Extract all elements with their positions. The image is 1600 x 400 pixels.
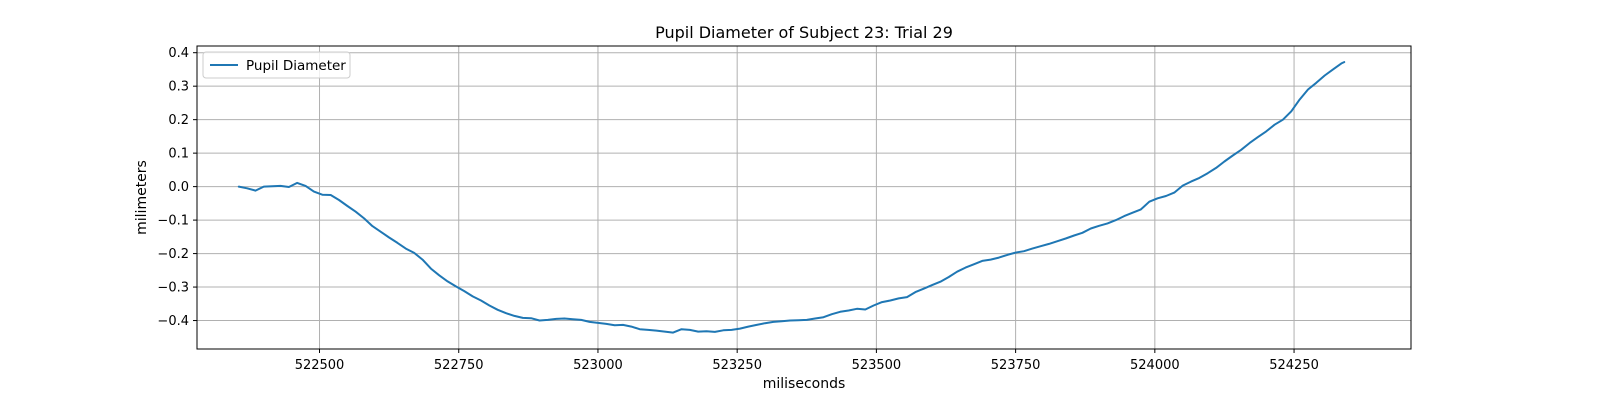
series-layer	[237, 61, 1346, 334]
legend: Pupil Diameter	[202, 51, 351, 79]
y-ticks: −0.4 −0.3 −0.2 −0.1 0.0 0.1 0.2 0.3 0.4	[157, 46, 197, 329]
y-tick-label: 0.2	[168, 113, 189, 128]
x-tick-label: 523000	[573, 358, 623, 373]
x-axis-title: miliseconds	[763, 376, 846, 392]
y-tick-label: 0.3	[168, 80, 189, 95]
y-tick-label: −0.1	[157, 214, 189, 229]
series-line-pupil-diameter	[237, 61, 1346, 334]
y-tick-label: 0.0	[168, 180, 189, 195]
x-tick-label: 523750	[991, 358, 1041, 373]
y-axis-title: milimeters	[134, 160, 150, 235]
x-tick-label: 522500	[295, 358, 345, 373]
x-tick-label: 522750	[434, 358, 484, 373]
x-tick-label: 523500	[852, 358, 902, 373]
legend-label: Pupil Diameter	[246, 58, 346, 74]
plot-frame	[196, 45, 1412, 350]
chart-title: Pupil Diameter of Subject 23: Trial 29	[655, 23, 953, 42]
y-tick-label: −0.4	[157, 314, 189, 329]
y-tick-label: −0.2	[157, 247, 189, 262]
x-tick-label: 523250	[712, 358, 762, 373]
x-tick-label: 524000	[1130, 358, 1180, 373]
x-ticks: 522500 522750 523000 523250 523500 523750 5240…	[295, 349, 1319, 373]
legend-box	[202, 51, 351, 79]
x-tick-label: 524250	[1269, 358, 1319, 373]
y-tick-label: 0.4	[168, 46, 189, 61]
y-tick-label: 0.1	[168, 147, 189, 162]
y-tick-label: −0.3	[157, 281, 189, 296]
grid	[197, 46, 1411, 349]
